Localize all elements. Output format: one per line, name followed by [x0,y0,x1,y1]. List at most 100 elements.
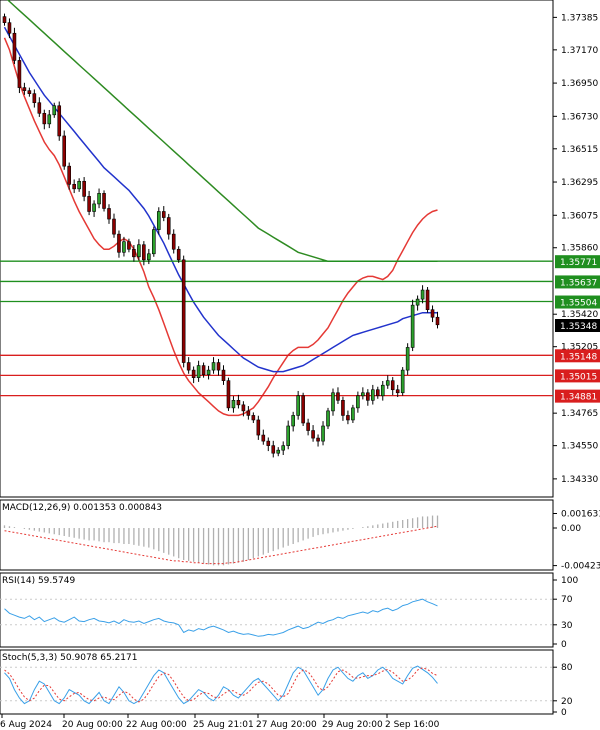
time-tick-label: 29 Aug 20:00 [322,720,383,730]
rsi-panel-frame [0,572,554,648]
candle-body [361,392,365,397]
candle-body [211,362,216,371]
rsi-polyline [4,598,438,637]
candle-body [181,259,186,363]
candle-body [366,392,370,401]
candle-body [286,425,290,446]
candle-body [166,217,171,235]
candle-body [351,407,355,421]
price-axis: 1.37385 1.37170 1.36950 1.36730 1.36515 1.362… [553,13,598,485]
rsi-tick-label: 70 [561,595,573,605]
price-tick-label: 1.34765 [561,409,598,419]
candle-body [7,22,12,34]
macd-panel-frame [0,499,554,571]
candle-body [390,380,395,391]
level-tags: 1.35771 1.35637 1.35504 1.35148 1.35015 1.348… [555,255,600,403]
candle-body [67,165,71,185]
stoch-axis: 80 200 [0,663,573,718]
stoch-panel-frame [0,649,554,715]
stoch-d-line [4,667,438,703]
candle-body [371,389,375,401]
candle-body [191,369,196,378]
candle-body [425,289,430,310]
candle-body [316,437,320,442]
price-tick-label: 1.35420 [561,310,598,320]
candle-body [47,114,52,125]
candle-body [415,298,420,306]
stoch-k-line [4,665,438,705]
time-tick-label: 20 Aug 00:00 [62,720,123,730]
macd-tick-label: -0.004231 [561,562,600,572]
level-tag: 1.35504 [560,299,597,309]
moving-average-line [3,26,438,373]
candle-body [147,253,151,261]
candle-body [142,244,146,261]
candle-body [102,193,106,209]
candle-body [430,309,435,318]
level-tag: 1.34881 [560,393,597,403]
macd-histogram [3,515,439,566]
candle-body [77,180,81,190]
price-panel: 1.37385 1.37170 1.36950 1.36730 1.36515 1.362… [0,0,600,498]
level-tag: 1.35771 [560,258,597,268]
rsi-tick-label: 100 [561,576,578,586]
time-axis: 6 Aug 2024 20 Aug 00:00 22 Aug 00:00 25 Aug… [0,714,440,730]
stoch-tick-label: 0 [561,708,567,718]
candle-body [171,233,176,250]
price-tick-label: 1.34330 [561,475,598,485]
candle-body [72,183,76,190]
candle-body [62,135,67,167]
level-tag-bg [555,275,600,289]
candle-body [231,400,236,409]
level-tag-bg [555,255,600,269]
price-tick-label: 1.36075 [561,211,598,221]
candle-body [196,365,201,378]
candles [2,13,440,458]
moving-average-line [3,37,438,417]
candle-body [306,422,310,431]
candle-body [356,395,360,409]
candle-body [12,32,17,61]
candle-body [271,445,276,454]
candle-body [261,434,266,442]
candle-body [301,395,305,424]
candle-body [221,369,226,381]
candle-body [281,445,286,451]
rsi-tick-label: 0 [561,640,567,650]
time-tick-label: 27 Aug 20:00 [256,720,317,730]
candle-body [112,218,116,235]
candle-body [52,105,57,116]
candle-body [246,410,251,416]
candle-body [380,384,385,397]
macd-signal-line [4,525,438,565]
stoch-label: Stoch(5,3,3) 50.9078 65.2171 [2,653,137,663]
rsi-axis: 100 70 30 0 [0,576,578,650]
candle-body [17,60,22,88]
macd-signal-polyline [4,525,438,565]
time-tick-label: 25 Aug 21:01 [193,720,254,730]
current-price-tag-bg [555,319,600,332]
rsi-line [4,598,438,637]
candle-body [32,93,37,104]
price-tick-label: 1.36730 [561,112,598,122]
candle-body [27,90,32,94]
candle-body [132,248,136,258]
candle-body [256,419,261,436]
rsi-panel: RSI(14) 59.5749 100 70 30 0 [0,572,578,650]
candle-body [127,241,131,250]
price-panel-frame [0,0,554,498]
price-tick-label: 1.34550 [561,442,598,452]
stoch-tick-label: 20 [561,697,573,707]
current-price-tag: 1.35348 [560,322,597,332]
macd-axis: 0.001631 0.00 -0.004231 [553,510,600,572]
price-tick-label: 1.37170 [561,46,598,56]
candle-body [216,362,221,371]
candle-body [336,392,340,401]
candle-body [410,304,415,348]
candle-body [331,392,335,412]
candle-body [311,430,315,439]
candle-body [82,180,86,197]
price-tick-label: 1.36950 [561,79,598,89]
candle-body [87,196,91,212]
